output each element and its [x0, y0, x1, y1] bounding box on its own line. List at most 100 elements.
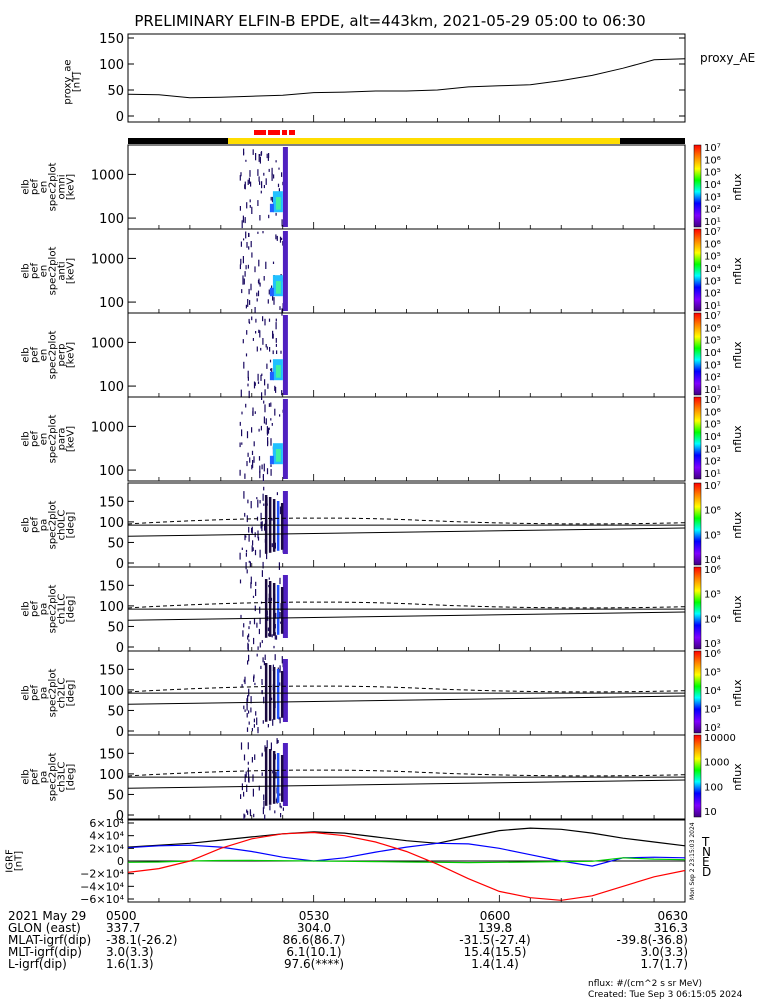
spectrogram-streak: [260, 665, 262, 669]
spectrogram-streak: [247, 742, 249, 750]
spectrogram-streak: [254, 549, 257, 556]
energy-ytick-label: 1000: [91, 252, 124, 267]
colorbar-tick-label: 10²: [704, 723, 721, 734]
spectrogram-streak: [275, 212, 277, 216]
pa-ylabel-line: [deg]: [66, 680, 77, 707]
energy-ytick-label: 1000: [91, 420, 124, 435]
colorbar-label: nflux: [731, 679, 744, 707]
spectrogram-streak: [270, 418, 272, 421]
colorbar-tick-label: 10⁴: [704, 614, 721, 625]
colorbar-tick-label: 10³: [704, 444, 721, 455]
colorbar-tick-label: 10⁷: [704, 227, 721, 238]
spectrogram-core: [275, 281, 281, 294]
spectrogram-streak: [246, 431, 249, 439]
spectrogram-streak: [248, 710, 250, 714]
spectrogram-streak: [253, 441, 255, 447]
colorbar-tick-label: 10³: [704, 192, 721, 203]
spectrogram-streak: [264, 404, 266, 413]
spectrogram-streak: [249, 561, 251, 568]
spectrogram-streak: [267, 383, 269, 389]
spectrogram-streak: [257, 373, 259, 381]
spectrogram-streak: [248, 654, 250, 662]
spectrogram-streak: [249, 205, 251, 208]
spectrogram-streak: [250, 576, 252, 584]
ae-ytick-label: 50: [107, 84, 124, 99]
spectrogram-streak: [258, 785, 260, 791]
colorbar-label: nflux: [731, 595, 744, 623]
pa-ylabel-line: spec2plot: [48, 669, 59, 718]
spectrogram-column: [282, 315, 288, 395]
igrf-ytick-label: 2×10⁴: [89, 842, 124, 855]
spectrogram-streak: [251, 526, 253, 534]
spectrogram-streak: [247, 299, 249, 307]
spectrogram-streak: [279, 577, 281, 585]
colorbar-tick-label: 10⁷: [704, 481, 721, 492]
colorbar-tick-label: 10⁶: [704, 239, 721, 250]
spectrogram-streak: [246, 242, 248, 248]
spectrogram-streak: [275, 343, 277, 347]
spectrogram-streak: [247, 376, 249, 381]
igrf-line-D: [127, 831, 686, 901]
ae-ylabel: proxy_ae[nT]: [63, 59, 83, 104]
energy-ylabel-line: en: [39, 181, 50, 194]
colorbar-tick-label: 10²: [704, 457, 721, 468]
spectrogram-streak: [270, 597, 273, 601]
colorbar-tick-label: 10⁵: [704, 168, 721, 179]
pa-ytick-label: 100: [99, 600, 124, 615]
colorbar-tick-label: 10⁴: [704, 432, 721, 443]
colorbar-4: 10⁷ 10⁶ 10⁵ 10⁴ nflux: [693, 481, 744, 566]
spectrogram-streak: [253, 676, 255, 682]
spectrogram-streak: [242, 275, 244, 279]
pa-ytick-label: 50: [107, 788, 124, 803]
colorbar-tick-label: 10⁴: [704, 264, 721, 275]
spectrogram-streak: [242, 278, 244, 285]
spectrogram-streak: [263, 416, 265, 424]
colorbar-tick-label: 1000: [704, 758, 729, 769]
proxy-ae-line: [127, 58, 686, 99]
spectrogram-streak: [259, 330, 261, 338]
pa-dashed-line: [127, 769, 686, 777]
spectrogram-streak: [243, 705, 245, 710]
spectrogram-streak: [276, 350, 278, 354]
pa-ylabel-line: pa: [39, 519, 50, 531]
spectrogram-column: [282, 659, 288, 722]
spectrogram-streak: [245, 353, 248, 357]
footer-value: 15.4(15.5): [464, 945, 527, 959]
pa-ylabel-line: spec2plot: [48, 753, 59, 802]
spectrogram-streak: [275, 798, 278, 803]
spectrogram-streak: [245, 535, 247, 538]
colorbar-tick-label: 10⁵: [704, 252, 721, 263]
pa-dashed-line: [127, 685, 686, 693]
spectrogram-streak: [254, 605, 256, 612]
spectrogram-streak: [246, 784, 248, 792]
igrf-ylabel-line: [nT]: [14, 851, 25, 871]
pa-ylabel-line: ch0LC: [57, 510, 68, 541]
energy-ylabel-line: elb: [21, 431, 32, 446]
spectrogram-core: [269, 371, 274, 381]
spectrogram-column: [282, 399, 288, 479]
pa-ytick-label: 150: [99, 495, 124, 510]
spectrogram-streak: [242, 219, 245, 223]
energy-ytick-label: 100: [99, 380, 124, 395]
pa-ylabel-line: pef: [30, 769, 41, 786]
footer-value: 1.4(1.4): [471, 957, 519, 971]
spectrogram-streak: [247, 695, 249, 702]
spectrogram-streak: [244, 774, 246, 783]
spectrogram-streak: [268, 289, 270, 295]
spectrogram-streak: [265, 344, 267, 348]
spectrogram-streak: [270, 469, 272, 476]
spectrogram-streak: [279, 236, 282, 243]
spectrogram-streak: [248, 288, 250, 295]
energy-ylabel-line: pef: [30, 263, 41, 280]
spectrogram-streak: [282, 807, 284, 811]
spectrogram-streak: [251, 450, 254, 455]
spectrogram-streak: [264, 318, 266, 326]
spectrogram-streak: [243, 623, 245, 628]
footer-table: 2021 May 29 0500 0530 0600 0630 GLON (east) 33…: [8, 909, 688, 971]
footer-value: 0630: [657, 909, 688, 923]
spectrogram-streak: [274, 408, 276, 416]
igrf-line-N: [127, 842, 686, 867]
spectrogram-streak: [252, 788, 254, 797]
